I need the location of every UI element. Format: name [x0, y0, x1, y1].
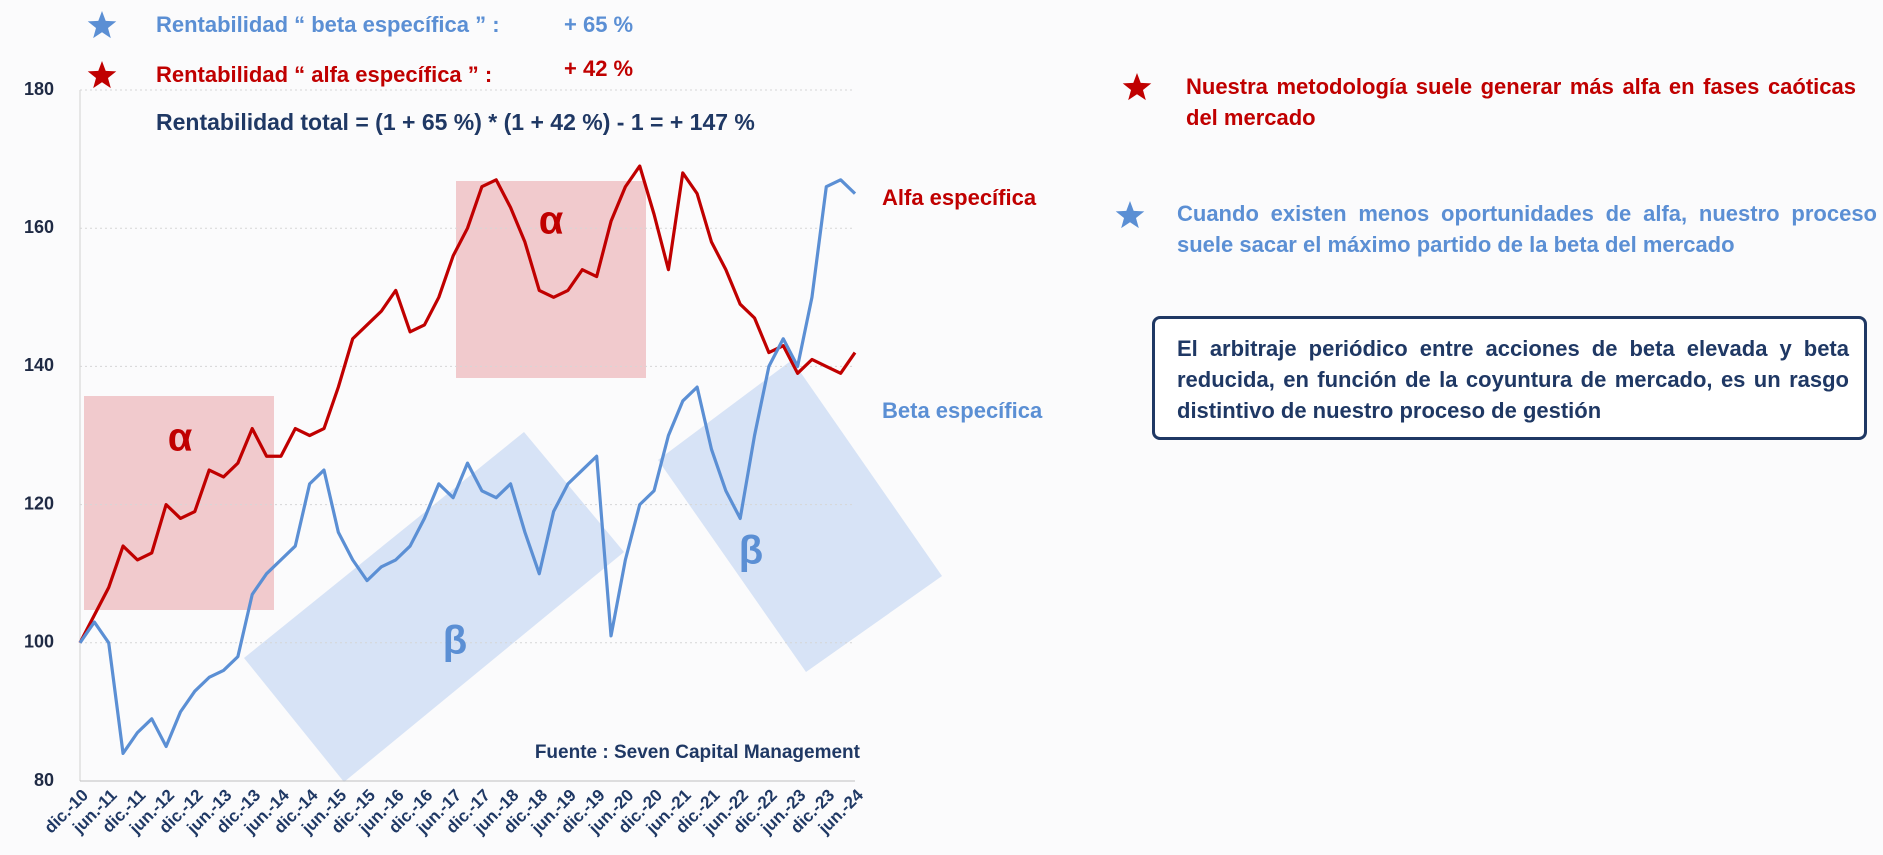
beta-zone: [244, 432, 624, 782]
star: [87, 11, 117, 39]
series-label: Alfa específica: [882, 185, 1037, 210]
beta-zone: [658, 360, 942, 672]
y-tick-label: 120: [24, 493, 54, 513]
alpha-symbol: α: [539, 199, 564, 243]
star: [1122, 73, 1152, 101]
y-tick-label: 100: [24, 632, 54, 652]
series-label: Beta específica: [882, 398, 1043, 423]
note: Cuando existen menos oportunidades de al…: [1177, 201, 1877, 257]
alpha-zone: [84, 396, 274, 610]
alfa-label: Rentabilidad “ alfa específica ” :: [156, 62, 492, 87]
stars: [87, 11, 1152, 229]
y-tick-label: 180: [24, 79, 54, 99]
alfa-value: + 42 %: [564, 56, 633, 81]
alpha-symbol: α: [168, 416, 193, 460]
source: Fuente : Seven Capital Management: [535, 742, 861, 763]
beta-symbol: β: [739, 529, 763, 573]
beta-symbol: β: [443, 619, 467, 663]
series-line: [78, 178, 857, 755]
series-line: [78, 164, 857, 644]
note: Nuestra metodología suele generar más al…: [1186, 74, 1856, 130]
y-tick-label: 140: [24, 355, 54, 375]
star: [1115, 201, 1145, 229]
box: [1152, 316, 1867, 440]
y-tick-label: 80: [34, 770, 54, 790]
beta-value: + 65 %: [564, 12, 633, 37]
star: [87, 61, 117, 89]
box-text: El arbitraje periódico entre acciones de…: [1177, 336, 1849, 423]
y-tick-label: 160: [24, 217, 54, 237]
beta-label: Rentabilidad “ beta específica ” :: [156, 12, 500, 37]
total-return: Rentabilidad total = (1 + 65 %) * (1 + 4…: [156, 109, 755, 135]
